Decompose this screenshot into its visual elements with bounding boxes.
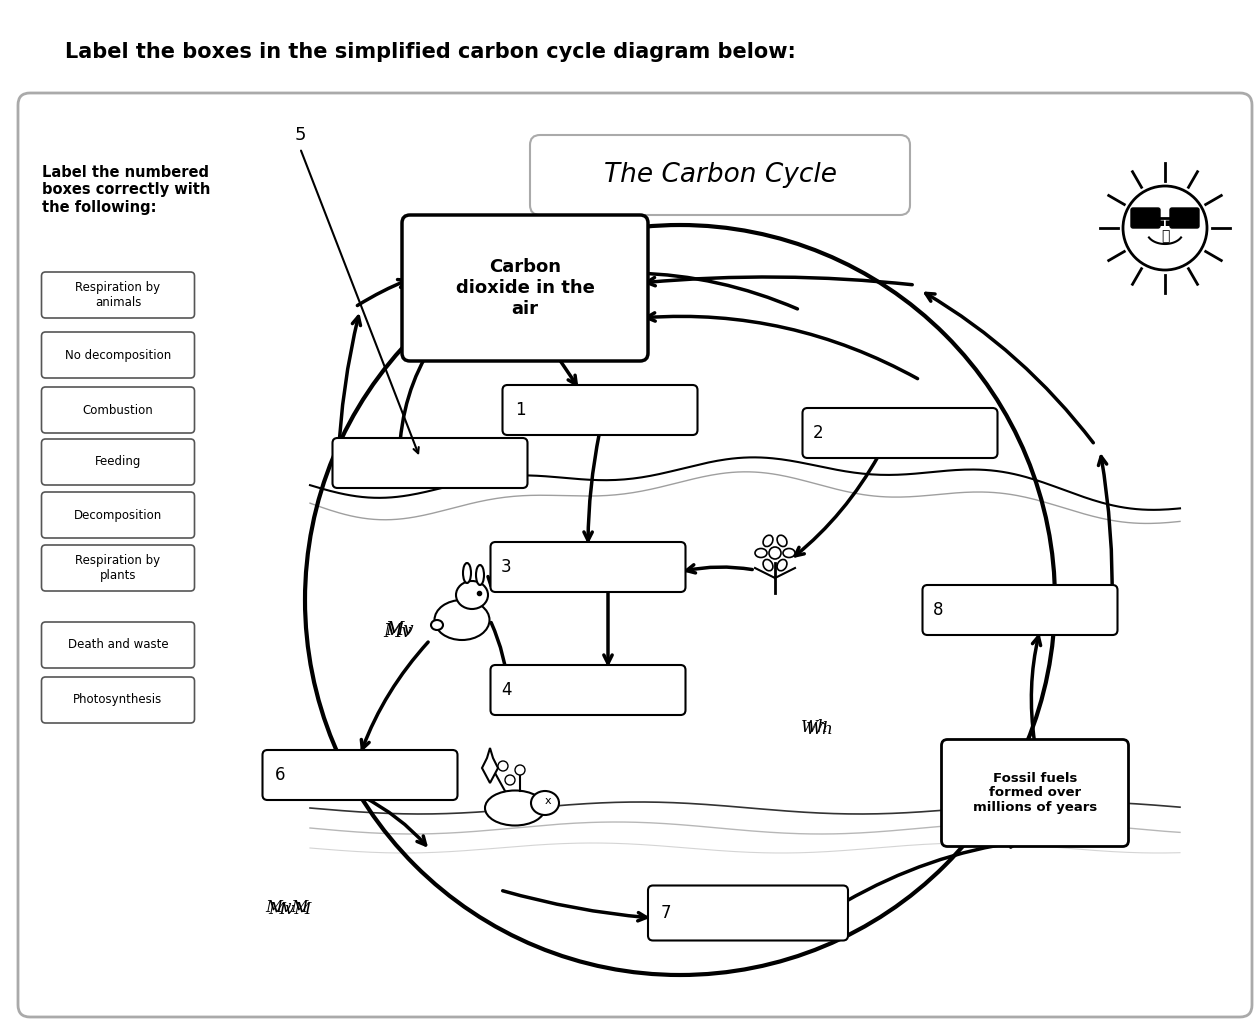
Circle shape [515,765,525,775]
Circle shape [505,775,515,785]
FancyArrowPatch shape [400,333,441,440]
FancyArrowPatch shape [636,269,797,309]
FancyBboxPatch shape [41,492,195,538]
FancyBboxPatch shape [530,135,910,215]
Text: Combustion: Combustion [83,403,153,417]
Ellipse shape [430,620,443,630]
FancyBboxPatch shape [941,739,1128,847]
Ellipse shape [434,600,489,640]
FancyArrowPatch shape [488,574,496,586]
Text: MvM: MvM [265,899,309,916]
FancyArrowPatch shape [846,839,1018,901]
FancyArrowPatch shape [361,642,428,749]
Ellipse shape [763,559,773,570]
FancyArrowPatch shape [926,293,1093,442]
Text: 4: 4 [501,681,511,699]
FancyBboxPatch shape [402,215,648,361]
Ellipse shape [777,536,787,547]
Text: 1: 1 [515,401,526,419]
FancyBboxPatch shape [41,622,195,668]
FancyArrowPatch shape [503,891,646,921]
Text: 3: 3 [501,558,511,575]
Ellipse shape [777,559,787,570]
Ellipse shape [763,536,773,547]
Text: Fossil fuels
formed over
millions of years: Fossil fuels formed over millions of yea… [973,771,1097,814]
FancyBboxPatch shape [1131,208,1160,228]
FancyArrowPatch shape [584,433,600,541]
FancyBboxPatch shape [41,545,195,591]
FancyArrowPatch shape [1032,637,1040,742]
Text: Respiration by
animals: Respiration by animals [75,281,161,309]
FancyBboxPatch shape [41,272,195,318]
FancyBboxPatch shape [502,385,698,435]
Text: Mv: Mv [385,621,414,639]
Ellipse shape [463,563,471,583]
FancyBboxPatch shape [18,93,1252,1017]
Text: Photosynthesis: Photosynthesis [73,693,163,707]
Text: The Carbon Cycle: The Carbon Cycle [604,162,837,188]
FancyBboxPatch shape [922,585,1117,635]
Text: Decomposition: Decomposition [74,509,162,521]
Circle shape [1123,186,1207,270]
FancyBboxPatch shape [802,408,998,458]
Text: x: x [545,796,551,806]
FancyArrowPatch shape [491,623,511,688]
Text: 8: 8 [932,601,944,618]
FancyArrowPatch shape [358,280,407,305]
Ellipse shape [756,549,767,557]
Ellipse shape [531,791,558,815]
Polygon shape [482,748,498,783]
Ellipse shape [456,581,488,609]
FancyArrowPatch shape [604,590,612,664]
Circle shape [769,547,781,559]
Text: Respiration by
plants: Respiration by plants [75,554,161,582]
Text: Wh: Wh [806,722,833,738]
Text: 7: 7 [660,904,671,922]
Text: Feeding: Feeding [95,456,141,469]
Text: 2: 2 [813,424,823,442]
FancyArrowPatch shape [363,797,425,845]
Text: Wh: Wh [801,720,830,736]
Text: No decomposition: No decomposition [65,348,171,361]
FancyBboxPatch shape [1170,208,1199,228]
Text: ▬▬: ▬▬ [1151,214,1180,229]
Text: 5: 5 [294,126,306,144]
Text: Death and waste: Death and waste [68,639,168,651]
Ellipse shape [783,549,794,557]
FancyArrowPatch shape [1098,457,1112,607]
FancyArrowPatch shape [646,312,917,379]
FancyBboxPatch shape [648,886,848,940]
FancyArrowPatch shape [796,456,878,556]
FancyBboxPatch shape [41,677,195,723]
FancyArrowPatch shape [686,565,752,573]
FancyBboxPatch shape [41,439,195,485]
FancyArrowPatch shape [646,276,912,286]
Text: Carbon
dioxide in the
air: Carbon dioxide in the air [456,258,595,317]
FancyBboxPatch shape [41,387,195,433]
FancyArrowPatch shape [338,316,360,460]
Text: ⌣: ⌣ [1161,229,1170,243]
Text: 6: 6 [275,766,285,784]
Text: Mv: Mv [384,623,412,641]
Text: Label the numbered
boxes correctly with
the following:: Label the numbered boxes correctly with … [41,165,211,215]
FancyArrowPatch shape [556,355,576,384]
Circle shape [498,761,508,771]
FancyBboxPatch shape [262,750,458,800]
Text: Label the boxes in the simplified carbon cycle diagram below:: Label the boxes in the simplified carbon… [65,42,796,62]
Ellipse shape [476,565,484,585]
FancyBboxPatch shape [41,332,195,378]
Ellipse shape [484,791,545,825]
Text: MvM: MvM [269,901,311,919]
FancyBboxPatch shape [491,542,685,592]
FancyBboxPatch shape [333,438,527,488]
FancyBboxPatch shape [491,665,685,715]
